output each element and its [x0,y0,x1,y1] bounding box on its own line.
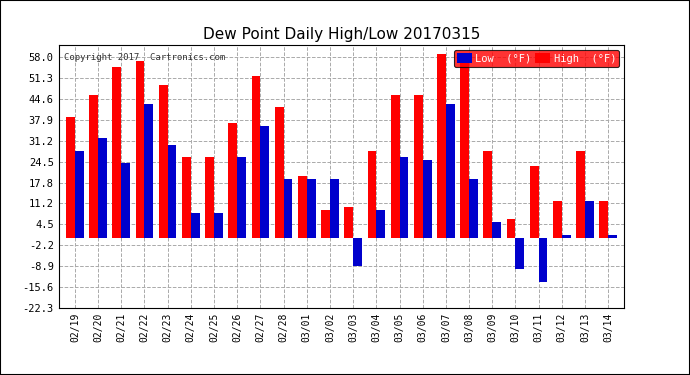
Bar [228,123,237,238]
Bar [121,164,130,238]
Bar [469,179,478,238]
Bar [376,210,385,238]
Text: Copyright 2017  Cartronics.com: Copyright 2017 Cartronics.com [64,53,226,62]
Bar [214,213,223,238]
Bar [237,157,246,238]
Bar [89,95,98,238]
Bar [98,138,107,238]
Bar [539,238,547,282]
Bar [608,235,617,238]
Bar [562,235,571,238]
Bar [437,54,446,238]
Bar [275,107,284,238]
Title: Dew Point Daily High/Low 20170315: Dew Point Daily High/Low 20170315 [203,27,480,42]
Bar [321,210,330,238]
Bar [66,117,75,238]
Bar [205,157,214,238]
Bar [515,238,524,269]
Bar [391,95,400,238]
Bar [492,222,501,238]
Bar [298,176,307,238]
Bar [168,145,177,238]
Bar [182,157,191,238]
Bar [159,86,168,238]
Bar [330,179,339,238]
Bar [284,179,293,238]
Bar [353,238,362,266]
Bar [484,151,492,238]
Bar [423,160,431,238]
Bar [530,166,539,238]
Bar [600,201,608,238]
Bar [446,104,455,238]
Bar [252,76,260,238]
Bar [414,95,423,238]
Legend: Low  (°F), High  (°F): Low (°F), High (°F) [453,50,619,67]
Bar [191,213,199,238]
Bar [576,151,585,238]
Bar [136,61,144,238]
Bar [344,207,353,238]
Bar [585,201,594,238]
Bar [400,157,408,238]
Bar [368,151,376,238]
Bar [260,126,269,238]
Bar [553,201,562,238]
Bar [307,179,315,238]
Bar [506,219,515,238]
Bar [75,151,83,238]
Bar [144,104,153,238]
Bar [460,54,469,238]
Bar [112,67,121,238]
